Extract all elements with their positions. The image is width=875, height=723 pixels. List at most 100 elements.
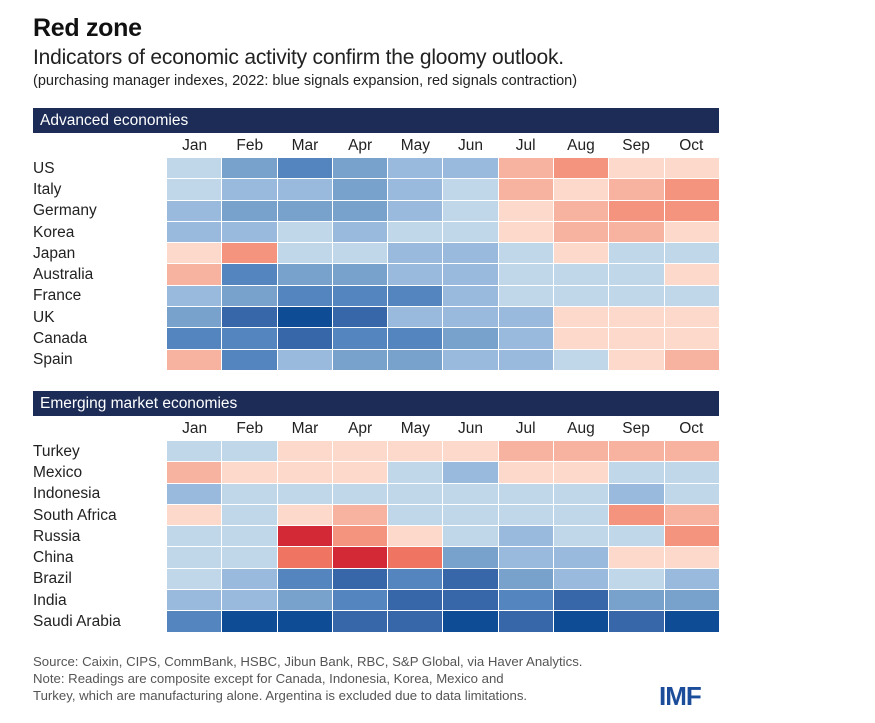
heatmap-cell-jan <box>167 568 223 591</box>
heatmap-row-china: China <box>33 547 719 569</box>
heatmap-cell-jun <box>443 158 499 180</box>
heatmap-cell-sep <box>609 504 665 527</box>
heatmap-cell-may <box>388 285 444 308</box>
heatmap-cell-jan <box>167 590 223 612</box>
heatmap-cell-jul <box>498 328 555 350</box>
heatmap-cell-jan <box>167 611 223 633</box>
heatmap-cell-aug <box>554 611 610 633</box>
heatmap-cell-sep <box>609 590 665 612</box>
cell-group <box>167 307 719 329</box>
heatmap-row-india: India <box>33 590 719 612</box>
heatmap-cell-apr <box>332 179 389 201</box>
month-label-apr: Apr <box>348 420 373 437</box>
heatmap-cell-may <box>388 526 444 548</box>
cell-group <box>167 285 719 308</box>
heatmap-cell-may <box>388 307 444 329</box>
heatmap-cell-jul <box>498 462 555 484</box>
month-label-apr: Apr <box>348 137 373 154</box>
heatmap-cell-jun <box>443 307 499 329</box>
heatmap-cell-aug <box>554 221 610 244</box>
heatmap-cell-mar <box>277 483 333 505</box>
country-label: Germany <box>33 202 97 220</box>
cell-group <box>167 200 719 222</box>
heatmap-cell-aug <box>554 504 610 527</box>
heatmap-cell-mar <box>277 200 333 222</box>
heatmap-row-us: US <box>33 158 719 180</box>
heatmap-cell-apr <box>332 221 389 244</box>
heatmap-cell-sep <box>609 243 665 265</box>
heatmap-cell-aug <box>554 307 610 329</box>
heatmap-cell-jan <box>167 526 223 548</box>
heatmap-cell-jun <box>443 243 499 265</box>
heatmap-cell-apr <box>332 349 389 371</box>
heatmap-cell-jun <box>443 328 499 350</box>
heatmap-cell-mar <box>277 547 333 569</box>
heatmap-cell-oct <box>664 200 719 222</box>
month-label-jan: Jan <box>182 137 208 154</box>
heatmap-cell-jan <box>167 243 223 265</box>
month-label-sep: Sep <box>622 420 650 437</box>
heatmap-cell-apr <box>332 200 389 222</box>
country-label: South Africa <box>33 506 117 524</box>
heatmap-cell-sep <box>609 611 665 633</box>
note-line-2: Turkey, which are manufacturing alone. A… <box>33 688 528 703</box>
heatmap-cell-feb <box>222 547 278 569</box>
heatmap-cell-mar <box>277 568 333 591</box>
heatmap-cell-apr <box>332 307 389 329</box>
heatmap-cell-jun <box>443 547 499 569</box>
country-label: Mexico <box>33 463 83 481</box>
heatmap-cell-apr <box>332 483 389 505</box>
heatmap-cell-apr <box>332 590 389 612</box>
heatmap-cell-sep <box>609 158 665 180</box>
heatmap-cell-may <box>388 179 444 201</box>
heatmap-cell-jan <box>167 441 223 463</box>
heatmap-cell-aug <box>554 158 610 180</box>
heatmap-row-mexico: Mexico <box>33 462 719 484</box>
heatmap-cell-jun <box>443 590 499 612</box>
heatmap-cell-may <box>388 221 444 244</box>
heatmap-cell-aug <box>554 200 610 222</box>
heatmap-cell-feb <box>222 243 278 265</box>
panel-header-emerging: Emerging market economies <box>33 391 719 416</box>
heatmap-cell-jul <box>498 611 555 633</box>
imf-logo: IMF <box>659 681 702 711</box>
month-label-mar: Mar <box>291 137 319 154</box>
country-label: UK <box>33 308 55 326</box>
heatmap-cell-may <box>388 243 444 265</box>
heatmap-cell-oct <box>664 349 719 371</box>
heatmap-cell-mar <box>277 504 333 527</box>
heatmap-cell-may <box>388 611 444 633</box>
heatmap-cell-aug <box>554 547 610 569</box>
heatmap-cell-may <box>388 441 444 463</box>
heatmap-cell-aug <box>554 590 610 612</box>
heatmap-row-turkey: Turkey <box>33 441 719 463</box>
heatmap-cell-mar <box>277 179 333 201</box>
note-line-1: Note: Readings are composite except for … <box>33 671 504 686</box>
heatmap-cell-mar <box>277 264 333 286</box>
heatmap-cell-mar <box>277 307 333 329</box>
heatmap-cell-feb <box>222 504 278 527</box>
heatmap-cell-mar <box>277 611 333 633</box>
heatmap-cell-may <box>388 483 444 505</box>
country-label: Turkey <box>33 442 80 460</box>
heatmap-cell-jan <box>167 462 223 484</box>
heatmap-cell-oct <box>664 547 719 569</box>
cell-group <box>167 526 719 548</box>
heatmap-cell-jul <box>498 504 555 527</box>
heatmap-cell-oct <box>664 221 719 244</box>
heatmap-cell-may <box>388 547 444 569</box>
heatmap-cell-aug <box>554 483 610 505</box>
heatmap-cell-apr <box>332 504 389 527</box>
heatmap-cell-apr <box>332 441 389 463</box>
heatmap-cell-apr <box>332 611 389 633</box>
heatmap-cell-sep <box>609 483 665 505</box>
cell-group <box>167 328 719 350</box>
source-text: Source: Caixin, CIPS, CommBank, HSBC, Ji… <box>33 654 583 669</box>
heatmap-cell-sep <box>609 526 665 548</box>
heatmap-cell-aug <box>554 526 610 548</box>
heatmap-cell-sep <box>609 285 665 308</box>
heatmap-cell-feb <box>222 285 278 308</box>
heatmap-cell-jan <box>167 221 223 244</box>
heatmap-cell-apr <box>332 568 389 591</box>
heatmap-row-korea: Korea <box>33 221 719 244</box>
